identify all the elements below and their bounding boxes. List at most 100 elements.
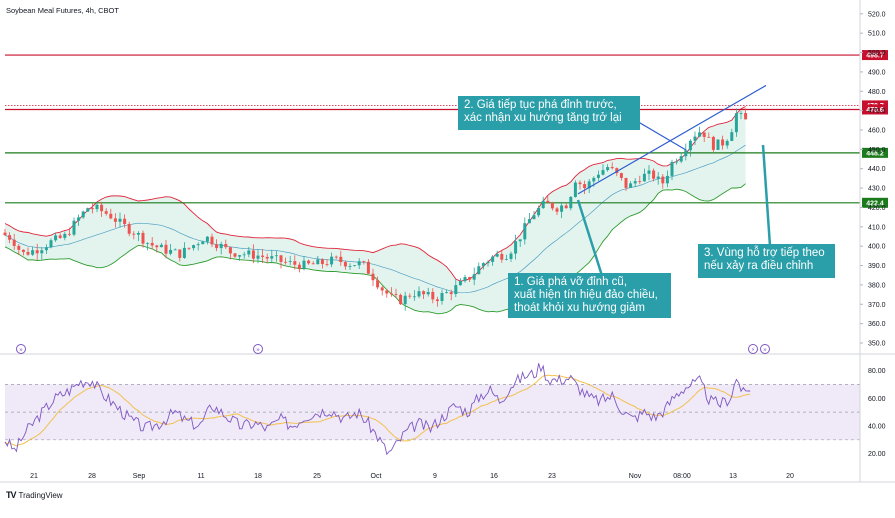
rsi-ma-line xyxy=(4,374,751,447)
candle-body xyxy=(86,208,90,212)
candle-body xyxy=(132,233,136,235)
candle-body xyxy=(665,175,669,184)
candle-body xyxy=(642,173,646,182)
candle-body xyxy=(578,182,582,185)
note2-pointer xyxy=(634,119,687,151)
price-tick-label: 400.0 xyxy=(868,244,886,251)
price-tick-label: 410.0 xyxy=(868,224,886,231)
candle-body xyxy=(3,232,7,236)
time-tick-label: 21 xyxy=(30,473,38,480)
candle-body xyxy=(431,291,435,300)
candle-body xyxy=(113,218,117,222)
candle-body xyxy=(307,260,311,264)
candle-body xyxy=(638,181,642,182)
candle-body xyxy=(555,208,559,212)
candle-body xyxy=(215,244,219,249)
candle-body xyxy=(127,224,131,234)
candle-body xyxy=(688,140,692,151)
candle-body xyxy=(550,202,554,209)
candle-body xyxy=(426,291,430,295)
time-tick-label: 18 xyxy=(254,473,262,480)
candle-body xyxy=(150,242,154,246)
candle-body xyxy=(652,170,656,179)
price-tick-label: 450.0 xyxy=(868,147,886,154)
candle-body xyxy=(233,253,237,257)
candle-body xyxy=(592,177,596,182)
candle-body xyxy=(21,249,25,252)
tradingview-brand[interactable]: TV TradingView xyxy=(6,490,63,500)
price-level-tag-label: 498.7 xyxy=(866,53,884,60)
candle-body xyxy=(311,263,315,265)
arrow-glyph-icon: » xyxy=(19,346,23,353)
candle-body xyxy=(376,280,380,288)
time-tick-label: 25 xyxy=(313,473,321,480)
candle-body xyxy=(675,161,679,163)
candle-body xyxy=(238,255,242,257)
time-tick-label: 9 xyxy=(433,473,437,480)
candle-body xyxy=(371,273,375,281)
time-tick-label: 16 xyxy=(490,473,498,480)
uptrend-line xyxy=(577,84,767,195)
price-level-tag xyxy=(862,104,888,115)
price-tick-label: 390.0 xyxy=(868,263,886,270)
candle-body xyxy=(458,281,462,286)
candle-body xyxy=(123,218,127,225)
candle-body xyxy=(403,295,407,305)
candle-body xyxy=(141,232,145,244)
candle-body xyxy=(573,182,577,197)
price-tick-label: 350.0 xyxy=(868,341,886,348)
time-tick-label: Nov xyxy=(629,473,642,480)
candle-body xyxy=(564,205,568,209)
event-marker-icon xyxy=(16,344,26,354)
candle-body xyxy=(619,173,623,178)
rsi-tick-label: 20.00 xyxy=(868,451,886,458)
candle-body xyxy=(615,168,619,174)
candle-body xyxy=(500,253,504,260)
candle-body xyxy=(31,250,35,255)
price-level-tag-label: 448.2 xyxy=(866,150,884,157)
candle-body xyxy=(67,233,71,235)
price-tick-label: 440.0 xyxy=(868,166,886,173)
candle-body xyxy=(679,156,683,162)
candle-body xyxy=(325,264,329,265)
time-tick-label: Sep xyxy=(133,473,146,480)
candle-body xyxy=(472,274,476,280)
candle-body xyxy=(182,247,186,258)
candle-body xyxy=(380,287,384,291)
candle-body xyxy=(702,132,706,137)
candle-body xyxy=(546,200,550,203)
candle-body xyxy=(357,261,361,266)
tradingview-name: TradingView xyxy=(18,490,63,500)
candle-body xyxy=(454,285,458,295)
lightning-glyph-icon: ⚡ xyxy=(751,346,755,353)
candle-body xyxy=(362,261,366,263)
candle-body xyxy=(205,236,209,242)
price-tick-label: 370.0 xyxy=(868,302,886,309)
upper-band-line xyxy=(4,106,746,282)
candle-body xyxy=(49,240,53,248)
arrow-glyph-icon: » xyxy=(763,346,767,353)
candle-body xyxy=(606,167,610,171)
bollinger-bands xyxy=(4,106,746,315)
candle-body xyxy=(422,291,426,295)
rsi-panel xyxy=(4,363,860,456)
candle-body xyxy=(81,211,85,218)
candle-body xyxy=(302,260,306,270)
candle-body xyxy=(744,113,748,120)
candle-body xyxy=(136,232,140,235)
candle-body xyxy=(408,295,412,297)
candle-body xyxy=(463,277,467,282)
time-tick-label: 23 xyxy=(548,473,556,480)
price-tick-label: 360.0 xyxy=(868,321,886,328)
candle-body xyxy=(518,239,522,242)
candle-body xyxy=(661,176,665,184)
candle-body xyxy=(656,176,660,179)
time-tick-label: 20 xyxy=(786,473,794,480)
candle-body xyxy=(481,263,485,267)
trend-lines xyxy=(576,84,772,283)
candle-body xyxy=(734,113,738,133)
candle-body xyxy=(449,292,453,295)
time-tick-label: 11 xyxy=(197,473,204,480)
candle-body xyxy=(196,244,200,246)
